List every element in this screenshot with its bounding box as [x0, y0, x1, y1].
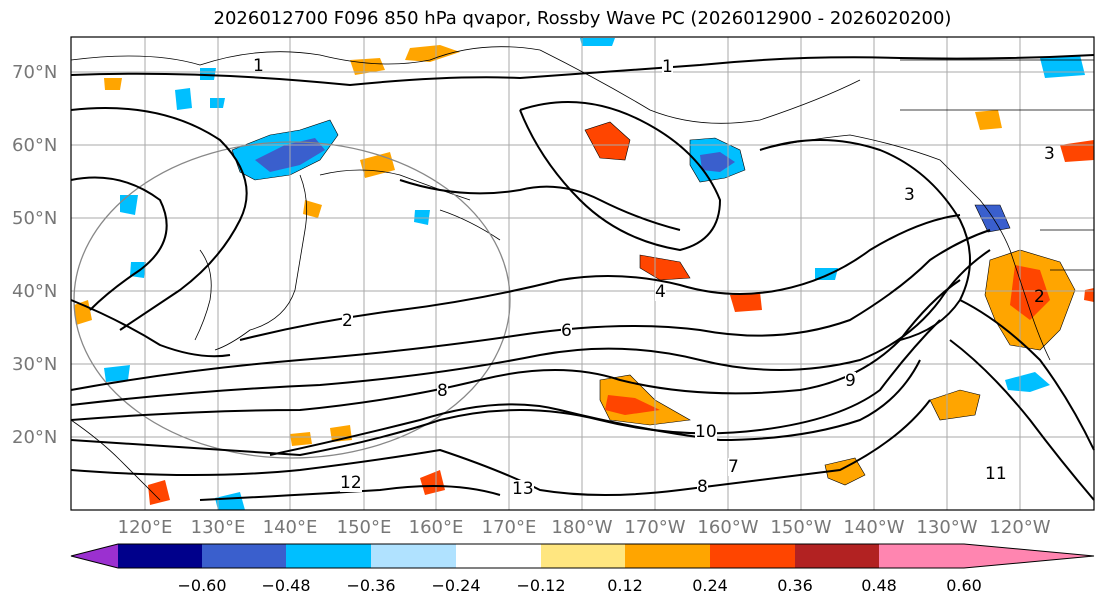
lat-label: 20°N — [12, 427, 58, 448]
contour-label: 7 — [728, 457, 739, 477]
colorbar-tick: −0.48 — [261, 576, 311, 595]
lon-label: 140°E — [262, 517, 318, 538]
lon-label: 180°W — [551, 517, 613, 538]
colorbar-segment — [202, 544, 286, 568]
colorbar-segment — [879, 544, 964, 568]
lat-label: 60°N — [12, 135, 58, 156]
lon-label: 150°W — [770, 517, 832, 538]
contour-label: 2 — [342, 311, 353, 331]
contour-lines — [70, 54, 1095, 501]
lat-label: 50°N — [12, 208, 58, 229]
lon-label: 160°E — [408, 517, 464, 538]
colorbar-tick: 0.12 — [607, 576, 643, 595]
contour-label: 1 — [253, 56, 264, 76]
lon-label: 120°E — [117, 517, 173, 538]
colorbar-tick: 0.24 — [692, 576, 728, 595]
colorbar-tick: −0.36 — [346, 576, 396, 595]
contour-label: 13 — [512, 479, 534, 499]
colorbar — [70, 543, 1095, 569]
contour-label: 10 — [695, 422, 717, 442]
contour-label: 3 — [1044, 144, 1055, 164]
negative-anomaly-shading — [104, 38, 1085, 510]
contour-label: 1 — [662, 57, 673, 77]
lat-label: 40°N — [12, 281, 58, 302]
lat-label: 30°N — [12, 354, 58, 375]
positive-anomaly-shading — [74, 45, 1094, 505]
lon-label: 170°W — [624, 517, 686, 538]
contour-label: 8 — [697, 477, 708, 497]
colorbar-segment — [964, 544, 1094, 568]
map-frame — [70, 36, 1095, 511]
reference-circle — [73, 141, 511, 459]
colorbar-segment — [795, 544, 879, 568]
colorbar-outline — [70, 543, 1095, 569]
lon-label: 130°E — [190, 517, 246, 538]
colorbar-segment — [456, 544, 541, 568]
lon-label: 130°W — [916, 517, 978, 538]
map-title: 2026012700 F096 850 hPa qvapor, Rossby W… — [213, 8, 952, 29]
colorbar-tick: −0.24 — [431, 576, 481, 595]
contour-label: 9 — [845, 371, 856, 391]
contour-label: 11 — [985, 464, 1007, 484]
coastlines — [70, 46, 1094, 501]
colorbar-tick: 0.36 — [777, 576, 813, 595]
contour-label: 12 — [340, 473, 362, 493]
lon-label: 160°W — [697, 517, 759, 538]
colorbar-segment — [371, 544, 456, 568]
contour-label: 2 — [1034, 287, 1045, 307]
colorbar-segment — [71, 544, 118, 568]
lon-label: 140°W — [843, 517, 905, 538]
colorbar-segment — [541, 544, 625, 568]
lon-label: 120°W — [989, 517, 1051, 538]
contour-label: 6 — [561, 321, 572, 341]
colorbar-segment — [710, 544, 795, 568]
colorbar-segment — [118, 544, 202, 568]
contour-label: 4 — [655, 282, 666, 302]
colorbar-tick: 0.60 — [946, 576, 982, 595]
contour-label: 3 — [904, 185, 915, 205]
colorbar-tick: −0.12 — [516, 576, 566, 595]
colorbar-tick: −0.60 — [177, 576, 227, 595]
colorbar-segment — [625, 544, 710, 568]
lon-label: 170°E — [481, 517, 537, 538]
lat-label: 70°N — [12, 62, 58, 83]
colorbar-segment — [286, 544, 371, 568]
colorbar-tick: 0.48 — [861, 576, 897, 595]
lon-label: 150°E — [336, 517, 392, 538]
contour-label: 8 — [437, 381, 448, 401]
